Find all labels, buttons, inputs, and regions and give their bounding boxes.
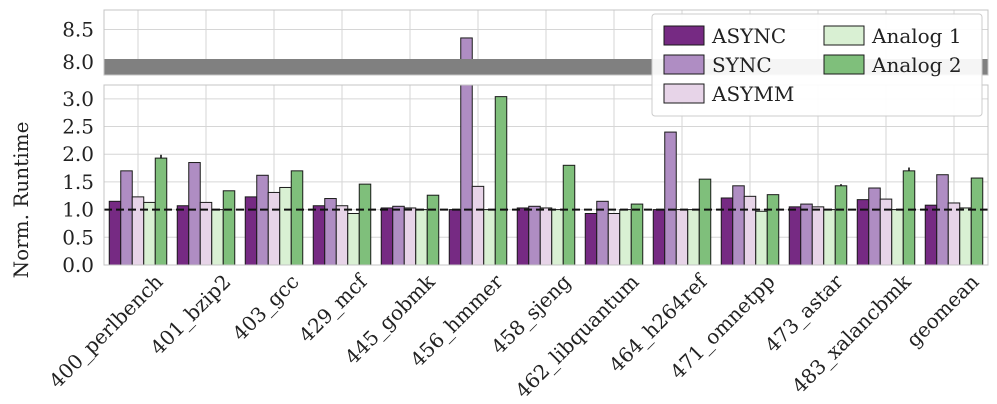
bar <box>516 207 530 266</box>
bar <box>766 194 780 266</box>
bar <box>154 157 168 266</box>
bar <box>143 201 156 266</box>
bar <box>380 207 394 266</box>
legend-swatch <box>823 25 865 46</box>
y-tick-label: 3.0 <box>62 87 94 111</box>
legend-label: Analog 1 <box>871 24 962 48</box>
bar <box>324 198 337 266</box>
bar <box>687 209 700 266</box>
bar <box>720 197 734 266</box>
bar <box>415 209 428 266</box>
bar <box>335 205 349 266</box>
bar <box>562 164 576 266</box>
bar <box>392 205 405 266</box>
bar <box>936 174 949 266</box>
bar <box>312 205 326 266</box>
bar <box>471 185 485 266</box>
y-tick-label: 2.0 <box>62 142 94 166</box>
bar <box>460 84 473 266</box>
bar <box>868 187 881 266</box>
y-tick-label: 0.5 <box>62 225 94 249</box>
bar <box>755 210 768 266</box>
legend-label: Analog 2 <box>871 53 962 77</box>
bar <box>131 196 145 266</box>
bar <box>494 96 508 266</box>
bar <box>120 170 133 266</box>
legend-label: ASYMM <box>711 82 794 106</box>
y-tick-label: 8.5 <box>62 18 94 42</box>
bar <box>347 212 360 266</box>
x-tick-label: 403_gcc <box>228 270 304 346</box>
legend-swatch <box>823 54 865 75</box>
bar <box>108 200 122 266</box>
bar <box>256 174 269 266</box>
legend-box <box>651 13 983 117</box>
bar <box>528 205 541 266</box>
y-tick-label: 2.5 <box>62 115 94 139</box>
bar <box>403 207 417 266</box>
bar <box>279 186 292 266</box>
bar <box>584 212 598 266</box>
legend-swatch <box>663 83 705 104</box>
upper-panel-frame <box>103 9 989 76</box>
y-tick-label: 1.5 <box>62 170 94 194</box>
bar <box>970 177 984 266</box>
bar <box>630 203 644 266</box>
bar <box>732 185 745 266</box>
bar <box>800 203 813 266</box>
y-tick-label: 1.0 <box>62 198 94 222</box>
bar <box>698 178 712 266</box>
bar <box>788 206 802 266</box>
bar <box>959 207 972 266</box>
bar <box>834 185 848 266</box>
legend-label: SYNC <box>712 53 772 77</box>
legend: ASYNC SYNC ASYMM Analog 1 Analog 2 <box>651 13 983 117</box>
bar <box>267 191 281 266</box>
bar <box>743 195 757 266</box>
x-tick-label: geomean <box>901 269 983 351</box>
x-tick-label: 483_xalancbmk <box>787 269 916 398</box>
bar <box>947 202 961 266</box>
bar <box>426 194 440 266</box>
x-tick-label: 462_libquantum <box>511 270 644 403</box>
y-axis-label: Norm. Runtime <box>9 122 33 279</box>
y-tick-label: 8.0 <box>62 50 94 74</box>
bar <box>902 170 916 266</box>
bar <box>619 209 632 266</box>
legend-label: ASYNC <box>711 24 786 48</box>
lower-panel-frame <box>103 84 989 266</box>
bar <box>811 206 825 266</box>
bar <box>358 183 372 266</box>
bar <box>199 201 213 266</box>
bar <box>539 207 553 266</box>
y-tick-label: 0.0 <box>62 253 94 277</box>
bar <box>551 209 564 266</box>
bar <box>448 209 462 266</box>
legend-swatch <box>663 54 705 75</box>
x-tick-label: 400_perlbench <box>44 269 167 392</box>
bar <box>823 209 836 266</box>
bar <box>664 131 677 266</box>
legend-swatch <box>663 25 705 46</box>
bar <box>222 190 236 266</box>
bar <box>176 205 190 266</box>
bar <box>675 209 689 266</box>
bar <box>607 212 621 266</box>
bar <box>652 209 666 266</box>
bars-group <box>108 37 984 266</box>
bar <box>211 209 224 266</box>
bar <box>596 200 609 266</box>
bar <box>290 170 304 266</box>
bar <box>924 204 938 266</box>
bar <box>244 196 258 266</box>
bar <box>483 209 496 266</box>
bar <box>188 162 201 266</box>
bar <box>891 209 904 266</box>
